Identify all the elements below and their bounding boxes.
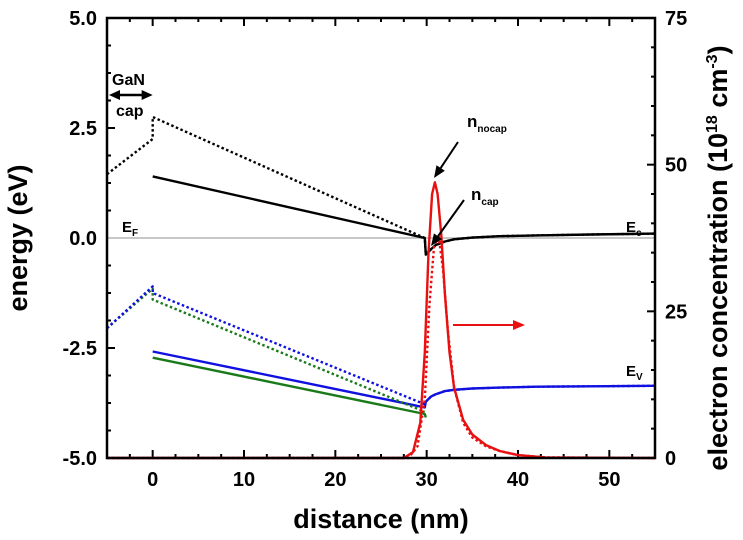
y2-axis-label: electron concentration (1018 cm-3): [703, 45, 733, 470]
y-tick-label: -2.5: [63, 338, 97, 360]
ev-label: EV: [626, 363, 643, 383]
n-cap-arrow-head: [431, 233, 443, 246]
y-tick-label: 5.0: [69, 8, 97, 30]
n-nocap-arrow-head: [434, 165, 445, 178]
series-n-nocap: [107, 181, 656, 460]
series-ev-blue-nocap: [106, 285, 656, 406]
n-cap-arrow: [431, 199, 465, 246]
series-ev-green-cap: [152, 356, 427, 418]
gan-cap-width-arrow: [109, 90, 153, 100]
series-ev-green-nocap: [106, 287, 426, 413]
ec-label: Ec: [626, 219, 642, 239]
x-axis-label: distance (nm): [293, 504, 469, 534]
y-axis-label: energy (eV): [3, 164, 33, 311]
x-tick-label: 20: [324, 469, 346, 491]
gan-label: GaN: [112, 72, 145, 89]
n-cap-label: ncap: [471, 185, 499, 208]
right-axis-arrow: [453, 320, 525, 330]
x-tick-label: 40: [507, 469, 529, 491]
y2-tick-label: 0: [665, 448, 676, 470]
n-nocap-arrow-shaft: [439, 141, 459, 169]
x-tick-label: 50: [598, 469, 620, 491]
x-tick-label: 30: [416, 469, 438, 491]
n-cap-arrow-shaft: [437, 199, 465, 237]
y-tick-label: -5.0: [63, 448, 97, 470]
cap-label: cap: [116, 103, 144, 120]
x-tick-label: 10: [233, 469, 255, 491]
y-tick-label: 0.0: [69, 228, 97, 250]
series-ev-blue-cap: [152, 350, 656, 409]
gan-arrow-left-head: [109, 90, 120, 100]
y2-tick-label: 75: [665, 8, 687, 30]
y2-tick-label: 25: [665, 301, 687, 323]
n-nocap-arrow: [434, 141, 459, 178]
n-nocap-label: nnocap: [467, 112, 507, 135]
right-axis-arrow-head: [513, 320, 525, 330]
series-ec-cap: [152, 175, 656, 256]
series-n-cap: [107, 233, 656, 460]
y2-tick-label: 50: [665, 155, 687, 177]
y-tick-label: 2.5: [69, 118, 97, 140]
x-tick-label: 0: [147, 469, 158, 491]
gan-arrow-right-head: [141, 90, 153, 100]
plot-frame: [105, 16, 657, 460]
ef-label: EF: [122, 219, 138, 239]
